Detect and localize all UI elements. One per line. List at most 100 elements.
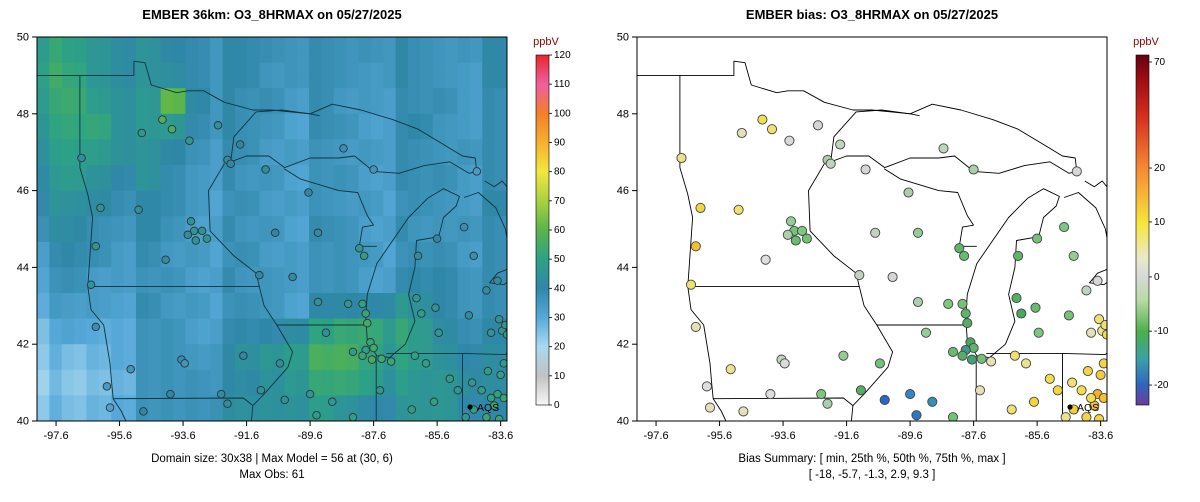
state-outline-path [986, 352, 1106, 356]
raster-cell [210, 177, 224, 192]
raster-cell [74, 62, 87, 76]
raster-cell [185, 344, 199, 358]
station-point [766, 124, 778, 135]
raster-cell [272, 75, 285, 89]
raster-cell [98, 139, 112, 153]
raster-cell [111, 113, 125, 128]
raster-cell [346, 75, 360, 89]
station-point [431, 303, 440, 312]
station-point [690, 241, 701, 252]
raster-cell [272, 88, 285, 102]
raster-cell [61, 75, 75, 89]
raster-cell [173, 408, 186, 421]
raster-cell [296, 62, 310, 76]
raster-cell [469, 49, 483, 64]
raster-cell [482, 357, 496, 371]
x-axis: -97.6 -95.6 -93.6 -91.6 -89.6 -87.6 -85.6 -83.6 [44, 421, 513, 442]
raster-cell [135, 344, 149, 358]
station-point [358, 351, 367, 360]
raster-cell [86, 177, 100, 192]
raster-cell [74, 331, 87, 345]
raster-cell [49, 267, 63, 281]
raster-cell [469, 75, 483, 89]
raster-cell [321, 139, 335, 153]
raster-cell [49, 293, 63, 307]
raster-cell [111, 37, 125, 51]
raster-cell [395, 293, 409, 307]
y-tick-label: 44 [17, 262, 29, 274]
raster-cell [123, 267, 137, 281]
raster-cell [469, 280, 483, 294]
raster-cell [284, 369, 298, 384]
raster-cell [296, 408, 310, 421]
raster-cell [49, 254, 63, 268]
raster-cell [420, 203, 434, 217]
raster-cell [86, 357, 100, 371]
raster-cell [296, 280, 310, 294]
x-tick-label: -95.6 [707, 430, 732, 442]
raster-cell [420, 229, 434, 243]
raster-cell [482, 293, 496, 307]
raster-cell [111, 229, 125, 243]
raster-cell [494, 37, 507, 51]
raster-cell [259, 318, 273, 332]
raster-cell [61, 37, 75, 51]
raster-cell [420, 331, 434, 345]
raster-cell [123, 293, 137, 307]
raster-cell [98, 126, 112, 140]
raster-cell [482, 126, 496, 140]
raster-cell [74, 293, 87, 307]
raster-cell [37, 280, 50, 294]
raster-cell [185, 395, 199, 409]
raster-cell [309, 305, 322, 320]
raster-cell [37, 190, 50, 204]
raster-cell [61, 101, 75, 115]
station-point [91, 322, 101, 332]
raster-cell [395, 216, 409, 230]
raster-cell [346, 190, 360, 204]
station-point [413, 251, 423, 261]
raster-cell [210, 331, 224, 345]
raster-cell [358, 49, 372, 64]
raster-cell [469, 113, 483, 128]
raster-cell [123, 62, 137, 76]
raster-cell [420, 216, 434, 230]
raster-cell [37, 344, 50, 358]
raster-cell [408, 37, 421, 51]
station-point [502, 330, 507, 339]
raster-cell [197, 216, 211, 230]
raster-cell [123, 369, 137, 384]
raster-cell [160, 293, 174, 307]
raster-cell [185, 382, 199, 396]
raster-cell [49, 344, 63, 358]
station-point [459, 222, 469, 232]
raster-cell [457, 75, 471, 89]
y-tick-label: 40 [617, 416, 629, 428]
raster-cell [309, 216, 322, 230]
raster-cell [469, 62, 483, 76]
raster-cell [259, 305, 273, 320]
raster-cell [222, 126, 236, 140]
station-point [822, 398, 833, 409]
y-tick-label: 46 [17, 185, 29, 197]
station-point [482, 412, 491, 421]
raster-cell [346, 152, 360, 166]
raster-cell [370, 241, 384, 256]
raster-cell [123, 113, 137, 128]
raster-cell [61, 382, 75, 396]
raster-cell [197, 177, 211, 192]
raster-cell [74, 408, 87, 421]
state-outline-path [1105, 352, 1107, 355]
raster-cell [61, 190, 75, 204]
raster-cell [494, 49, 507, 64]
raster-cell [272, 126, 285, 140]
raster-cell [86, 165, 100, 179]
raster-cell [37, 216, 50, 230]
raster-cell [222, 203, 236, 217]
raster-cell [383, 203, 397, 217]
raster-cell [408, 126, 421, 140]
raster-cell [321, 177, 335, 192]
model-raster-layer [37, 37, 507, 421]
raster-cell [309, 203, 322, 217]
